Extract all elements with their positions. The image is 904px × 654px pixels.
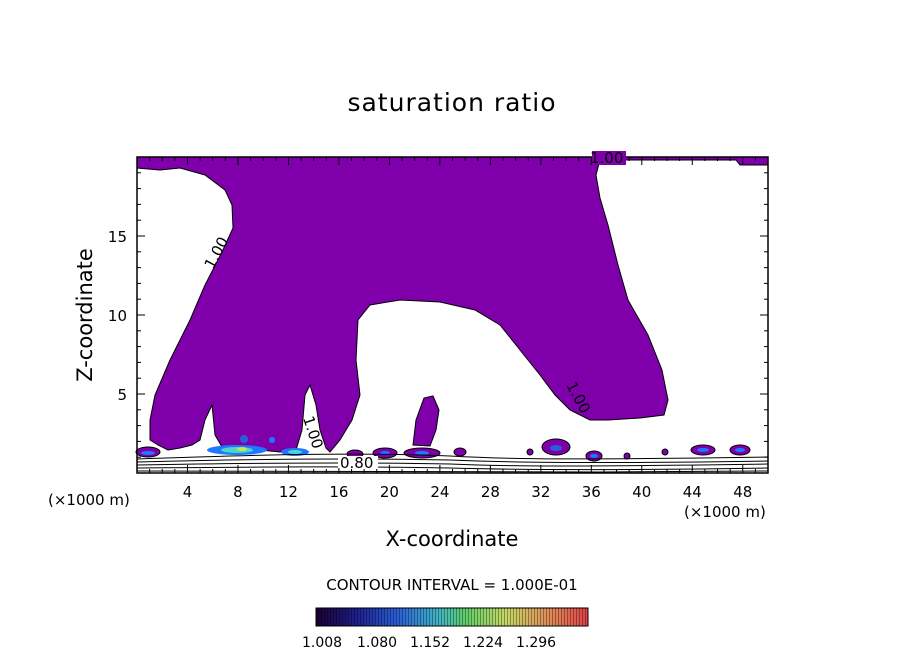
high-saturation-cores [141,435,745,458]
contour-interval-note: CONTOUR INTERVAL = 1.000E-01 [326,576,578,594]
x-tick-label: 48 [733,483,752,501]
x-axis-label: X-coordinate [386,527,519,551]
supersaturation-region [135,156,769,462]
colorbar-label: 1.224 [463,635,503,651]
x-tick-label: 4 [183,483,193,501]
x-tick-label: 12 [279,483,298,501]
x-tick-label: 44 [683,483,702,501]
x-tick-label: 20 [380,483,399,501]
x-unit-label-left: (×1000 m) [48,491,130,509]
y-tick-label: 5 [117,386,127,404]
x-tick-label: 28 [481,483,500,501]
y-tick-marks [137,172,768,458]
y-tick-label: 15 [108,228,127,246]
x-tick-label: 16 [329,483,348,501]
x-tick-label: 40 [632,483,651,501]
colorbar-label: 1.152 [410,635,450,651]
colorbar-label: 1.008 [302,635,342,651]
colorbar-label: 1.296 [516,635,556,651]
x-tick-label: 8 [233,483,243,501]
y-tick-labels: 5 10 15 [108,228,127,404]
x-tick-marks [149,157,756,473]
colorbar-labels: 1.008 1.080 1.152 1.224 1.296 [302,635,556,651]
x-tick-label: 24 [430,483,449,501]
colorbar [315,607,589,627]
contour-label-5: 0.80 [340,454,373,472]
contour-label-1: 1.00 [590,149,623,167]
x-tick-label: 36 [582,483,601,501]
colorbar-label: 1.080 [357,635,397,651]
x-unit-label-right: (×1000 m) [684,503,766,521]
y-tick-label: 10 [108,307,127,325]
chart-title: saturation ratio [347,88,557,117]
x-tick-labels: 4 8 12 16 20 24 28 32 36 40 44 48 [183,483,753,501]
y-axis-label: Z-coordinate [73,248,97,382]
x-tick-label: 32 [531,483,550,501]
